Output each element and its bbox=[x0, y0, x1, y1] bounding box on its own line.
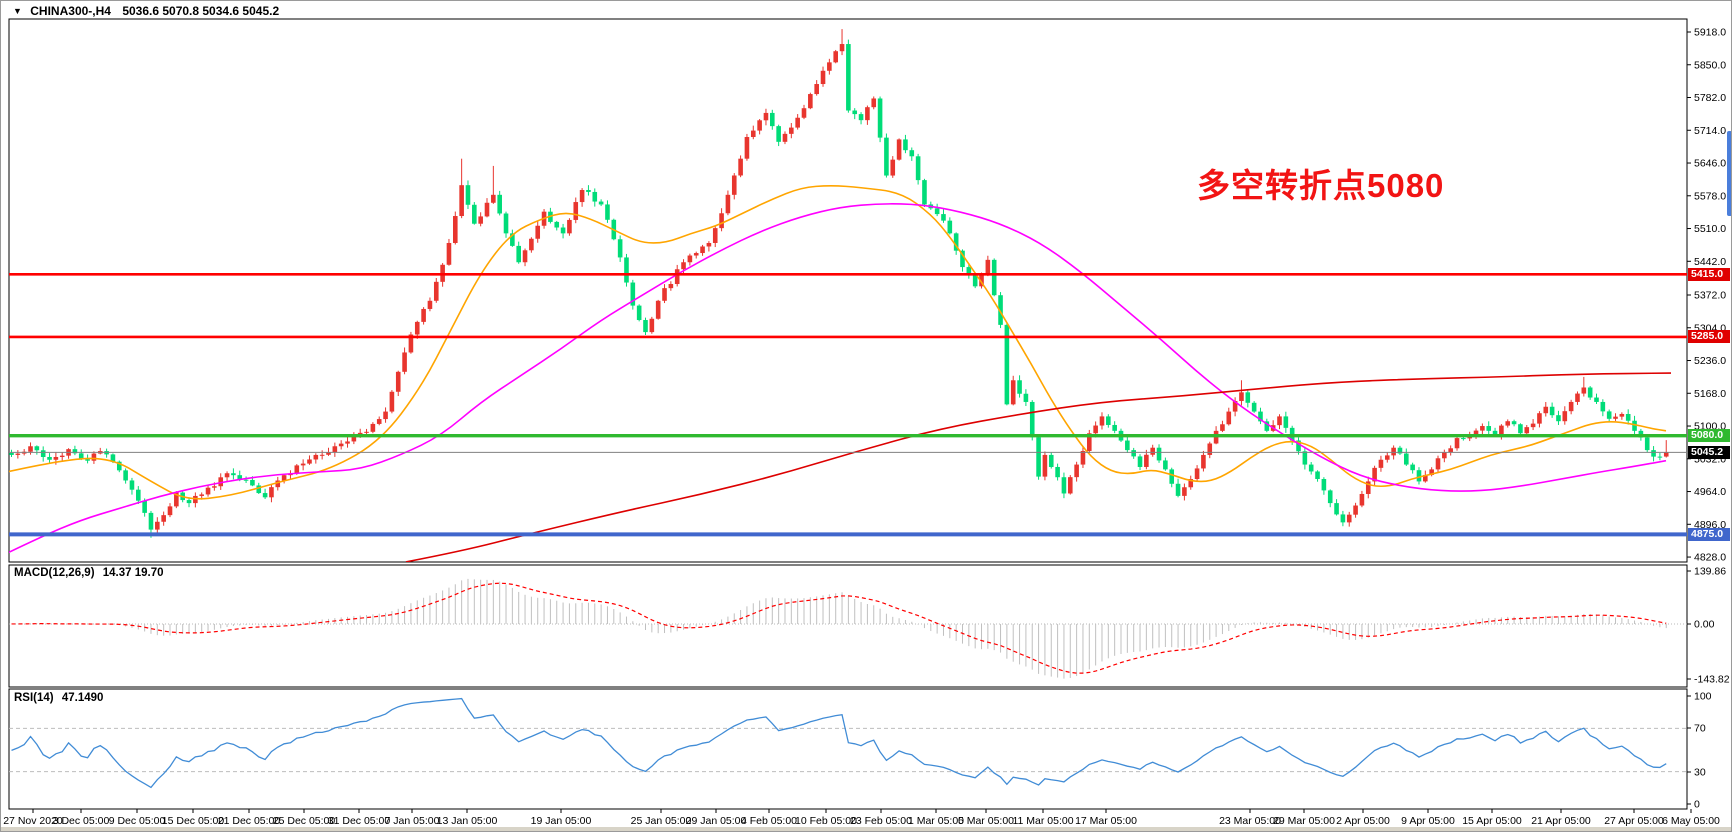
macd-signal-line bbox=[11, 582, 1667, 674]
price-tick-label: 5168.0 bbox=[1694, 388, 1726, 400]
date-label: 9 Apr 05:00 bbox=[1401, 815, 1455, 827]
ma-slow-line bbox=[405, 372, 1672, 562]
date-label: 29 Mar 05:00 bbox=[1273, 815, 1335, 827]
date-label: 31 Dec 05:00 bbox=[328, 815, 391, 827]
price-tick-label: 5442.0 bbox=[1694, 256, 1726, 268]
pane-frame bbox=[8, 18, 1688, 563]
date-label: 27 Apr 05:00 bbox=[1604, 815, 1664, 827]
annotation-text: 多空转折点5080 bbox=[1197, 167, 1445, 204]
price-badge-5285.0: 5285.0 bbox=[1688, 330, 1730, 344]
rsi-line bbox=[11, 697, 1667, 789]
date-label: 4 Feb 05:00 bbox=[741, 815, 797, 827]
symbol-title: ▼ CHINA300-,H4 5036.6 5070.8 5034.6 5045… bbox=[13, 4, 279, 18]
candles-layer bbox=[9, 29, 1669, 538]
date-label: 11 Mar 05:00 bbox=[1012, 815, 1073, 827]
price-tick-label: 5646.0 bbox=[1694, 158, 1726, 170]
price-tick-label: 5236.0 bbox=[1694, 355, 1726, 367]
price-badge-5415.0: 5415.0 bbox=[1688, 267, 1730, 281]
macd-layer bbox=[9, 578, 1687, 679]
date-label: 23 Feb 05:00 bbox=[850, 815, 912, 827]
date-label: 6 May 05:00 bbox=[1662, 815, 1720, 827]
price-tick-label: 5850.0 bbox=[1694, 59, 1726, 71]
date-label: 15 Dec 05:00 bbox=[162, 815, 225, 827]
rsi-layer bbox=[9, 697, 1687, 789]
indicator-tick-label: 100 bbox=[1694, 691, 1712, 703]
price-badge-4875.0: 4875.0 bbox=[1688, 527, 1730, 541]
date-label: 19 Jan 05:00 bbox=[531, 815, 592, 827]
price-tick-label: 4896.0 bbox=[1694, 519, 1726, 531]
date-label: 17 Mar 05:00 bbox=[1075, 815, 1137, 827]
macd-label: MACD(12,26,9) bbox=[14, 567, 95, 579]
price-tick-label: 4828.0 bbox=[1694, 552, 1726, 564]
ohlc-values: 5036.6 5070.8 5034.6 5045.2 bbox=[122, 4, 280, 18]
price-tick-label: 5918.0 bbox=[1694, 27, 1726, 39]
date-label: 1 Mar 05:00 bbox=[908, 815, 964, 827]
date-label: 23 Mar 05:00 bbox=[1219, 815, 1281, 827]
status-strip bbox=[1, 827, 1731, 831]
indicator-tick-label: 139.86 bbox=[1694, 566, 1726, 578]
price-tick-label: 4964.0 bbox=[1694, 486, 1726, 498]
date-label: 27 Nov 2020 bbox=[3, 815, 63, 827]
indicator-tick-label: 70 bbox=[1694, 723, 1706, 735]
indicator-tick-label: 0.00 bbox=[1694, 619, 1715, 631]
price-tick-label: 5510.0 bbox=[1694, 223, 1726, 235]
date-label: 25 Dec 05:00 bbox=[273, 815, 336, 827]
date-label: 2 Apr 05:00 bbox=[1336, 815, 1390, 827]
price-tick-label: 5578.0 bbox=[1694, 190, 1726, 202]
ma-lines-layer bbox=[9, 184, 1672, 562]
price-badge-5080.0: 5080.0 bbox=[1688, 429, 1730, 443]
scrollbar-thumb[interactable] bbox=[1727, 131, 1731, 216]
rsi-values: 47.1490 bbox=[61, 692, 104, 704]
indicator-tick-label: 30 bbox=[1694, 767, 1706, 779]
date-label: 5 Mar 05:00 bbox=[958, 815, 1014, 827]
macd-values: 14.37 19.70 bbox=[102, 567, 164, 579]
indicator-tick-label: 0 bbox=[1694, 799, 1700, 811]
date-label: 25 Jan 05:00 bbox=[631, 815, 692, 827]
price-tick-label: 5714.0 bbox=[1694, 125, 1726, 137]
pane-frame bbox=[8, 688, 1688, 810]
pane-frame bbox=[8, 564, 1688, 688]
ma-mid-line bbox=[9, 203, 1667, 554]
date-label: 29 Jan 05:00 bbox=[686, 815, 747, 827]
date-label: 9 Dec 05:00 bbox=[109, 815, 166, 827]
date-label: 21 Dec 05:00 bbox=[218, 815, 281, 827]
date-label: 10 Feb 05:00 bbox=[795, 815, 857, 827]
ma-fast-line bbox=[9, 184, 1667, 500]
symbol-dropdown-icon[interactable]: ▼ bbox=[13, 6, 22, 16]
price-tick-label: 5372.0 bbox=[1694, 290, 1726, 302]
symbol-period-label: CHINA300-,H4 bbox=[30, 4, 111, 18]
date-label: 13 Jan 05:00 bbox=[437, 815, 498, 827]
indicator-tick-label: -143.82 bbox=[1694, 674, 1730, 686]
date-label: 3 Dec 05:00 bbox=[53, 815, 110, 827]
rsi-label: RSI(14) bbox=[14, 692, 54, 704]
macd-panel-title: MACD(12,26,9) 14.37 19.70 bbox=[14, 567, 164, 579]
price-badge-5045.2: 5045.2 bbox=[1688, 445, 1730, 459]
rsi-panel-title: RSI(14) 47.1490 bbox=[14, 692, 103, 704]
date-label: 15 Apr 05:00 bbox=[1462, 815, 1522, 827]
date-label: 21 Apr 05:00 bbox=[1531, 815, 1591, 827]
price-tick-label: 5782.0 bbox=[1694, 92, 1726, 104]
date-label: 7 Jan 05:00 bbox=[385, 815, 440, 827]
